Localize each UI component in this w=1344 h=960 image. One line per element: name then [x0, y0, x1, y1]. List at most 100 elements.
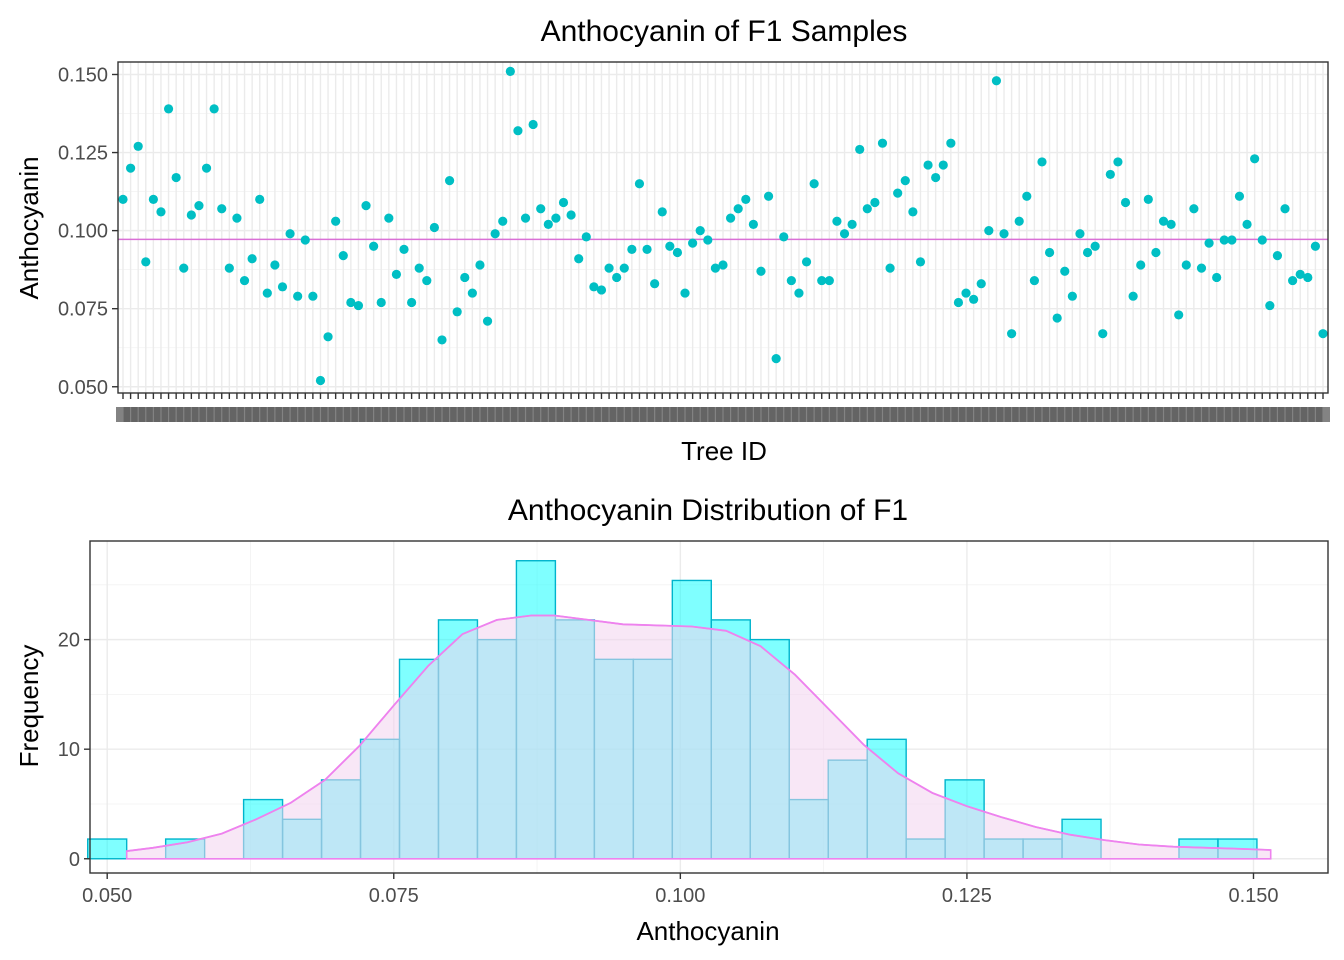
scatter-point: [201, 163, 212, 173]
scatter-point: [604, 263, 614, 273]
scatter-point: [224, 263, 234, 273]
scatter-point: [1044, 247, 1055, 258]
scatter-point: [1204, 238, 1214, 248]
scatter-point: [657, 207, 667, 217]
scatter-point: [1295, 269, 1305, 279]
scatter-point: [452, 307, 462, 317]
histogram-bar: [87, 838, 128, 860]
scatter-point: [1250, 154, 1260, 164]
scatter-point: [1234, 191, 1245, 201]
scatter-point: [141, 257, 151, 267]
scatter-point: [1196, 263, 1207, 273]
histogram-x-tick-label: 0.125: [942, 885, 992, 907]
scatter-point: [642, 244, 652, 254]
scatter-point: [1075, 229, 1085, 239]
scatter-point: [505, 66, 515, 76]
scatter-point: [1052, 313, 1062, 323]
scatter-point: [361, 201, 371, 211]
scatter-point: [680, 288, 690, 298]
scatter-gridlines: [118, 62, 1328, 393]
scatter-point: [984, 226, 994, 236]
scatter-point: [391, 269, 402, 279]
scatter-point: [1242, 219, 1252, 229]
scatter-point: [338, 251, 348, 261]
scatter-point: [239, 275, 250, 286]
scatter-point: [1120, 197, 1131, 208]
scatter-point: [255, 194, 265, 204]
scatter-point: [710, 263, 721, 273]
scatter-point: [1227, 235, 1237, 245]
scatter-point: [650, 279, 660, 289]
scatter-panel: Anthocyanin of F1 Samples Tree ID Anthoc…: [14, 15, 1330, 466]
scatter-point: [877, 138, 888, 148]
scatter-point: [247, 254, 257, 264]
scatter-point: [125, 163, 136, 173]
scatter-point: [581, 232, 591, 242]
scatter-point: [369, 241, 379, 251]
scatter-point: [915, 257, 926, 267]
scatter-point: [277, 282, 288, 292]
scatter-point: [695, 226, 705, 236]
scatter-point: [832, 216, 842, 226]
scatter-point: [703, 235, 713, 245]
scatter-point: [232, 213, 242, 223]
scatter-point: [961, 288, 971, 298]
scatter-point: [308, 291, 318, 301]
histogram-x-tick-label: 0.075: [369, 885, 419, 907]
scatter-point: [1212, 272, 1222, 283]
histogram-y-tick-label: 10: [58, 739, 80, 761]
histogram-y-tick-label: 20: [58, 630, 80, 652]
scatter-point: [1310, 241, 1321, 251]
histogram-x-tick-label: 0.050: [82, 885, 132, 907]
scatter-point: [1143, 194, 1153, 204]
scatter-point: [596, 285, 607, 295]
scatter-point: [399, 244, 409, 254]
scatter-point: [1181, 260, 1191, 270]
scatter-point: [186, 210, 196, 220]
scatter-point: [1136, 260, 1146, 270]
scatter-point: [1288, 275, 1298, 286]
scatter-x-axis: [116, 393, 1330, 422]
scatter-point: [376, 297, 386, 308]
scatter-point: [733, 204, 743, 214]
histogram-y-axis: 0 10 20: [58, 630, 90, 871]
scatter-y-tick-label: 0.075: [58, 299, 108, 321]
scatter-point: [725, 213, 736, 223]
scatter-point: [528, 119, 538, 130]
scatter-point: [1257, 235, 1267, 245]
scatter-point: [741, 194, 751, 204]
scatter-point: [482, 316, 493, 326]
scatter-point: [1158, 216, 1169, 226]
scatter-point: [1105, 169, 1115, 180]
scatter-point: [908, 207, 918, 217]
scatter-point: [536, 204, 546, 214]
scatter-point: [1037, 157, 1047, 167]
scatter-point: [1219, 235, 1229, 245]
scatter-point: [1318, 329, 1328, 339]
scatter-point: [490, 229, 500, 239]
scatter-point: [893, 188, 903, 198]
scatter-point: [991, 76, 1002, 86]
scatter-point: [194, 201, 204, 211]
scatter-point: [817, 275, 827, 286]
scatter-y-tick-label: 0.100: [58, 221, 108, 243]
scatter-point: [513, 126, 523, 136]
scatter-point: [1098, 329, 1108, 339]
scatter-point: [900, 176, 910, 186]
scatter-point: [946, 138, 956, 148]
scatter-points: [118, 66, 1328, 386]
scatter-point: [1128, 291, 1138, 301]
scatter-point: [976, 279, 986, 289]
scatter-point: [847, 219, 857, 229]
scatter-point: [589, 282, 599, 292]
scatter-point: [1280, 204, 1290, 214]
scatter-point: [353, 300, 364, 311]
scatter-point: [794, 288, 804, 298]
scatter-point: [801, 257, 812, 267]
scatter-point: [1272, 251, 1283, 261]
scatter-y-tick-label: 0.125: [58, 143, 108, 165]
scatter-point: [520, 213, 531, 223]
scatter-point: [1022, 191, 1032, 201]
